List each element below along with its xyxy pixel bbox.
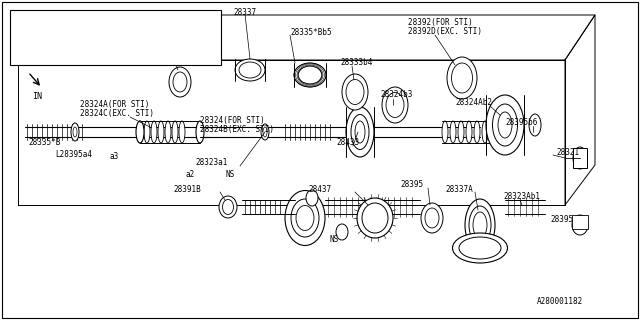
Text: 28337: 28337 <box>234 8 257 17</box>
Text: A280001182: A280001182 <box>537 297 583 306</box>
Text: 28323DEXC.STI: 28323DEXC.STI <box>14 31 74 40</box>
Ellipse shape <box>355 121 365 143</box>
Text: 28335*B: 28335*B <box>28 138 60 147</box>
Ellipse shape <box>285 190 325 245</box>
Text: 28393: 28393 <box>143 42 166 51</box>
Text: IN: IN <box>32 92 42 101</box>
Ellipse shape <box>458 121 464 143</box>
Ellipse shape <box>474 121 480 143</box>
Ellipse shape <box>136 121 144 143</box>
Text: a3: a3 <box>110 152 119 161</box>
Ellipse shape <box>173 72 187 92</box>
Ellipse shape <box>298 66 322 84</box>
Text: 28392D(EXC. STI): 28392D(EXC. STI) <box>408 27 482 36</box>
Ellipse shape <box>291 199 319 237</box>
Text: a2: a2 <box>186 170 195 179</box>
Ellipse shape <box>465 199 495 251</box>
Bar <box>572 215 588 229</box>
Text: (a1+a2+a3+a4): (a1+a2+a3+a4) <box>157 14 218 23</box>
Ellipse shape <box>223 199 234 214</box>
Ellipse shape <box>351 115 369 149</box>
Ellipse shape <box>137 121 143 143</box>
Ellipse shape <box>452 233 508 263</box>
Text: 28392(FOR STI): 28392(FOR STI) <box>408 18 473 27</box>
Text: L28395a4: L28395a4 <box>55 150 92 159</box>
Ellipse shape <box>346 79 364 105</box>
Text: 28437: 28437 <box>308 185 331 194</box>
Ellipse shape <box>442 121 448 143</box>
Ellipse shape <box>421 203 443 233</box>
Ellipse shape <box>296 205 314 230</box>
Ellipse shape <box>239 62 261 78</box>
Ellipse shape <box>498 112 512 138</box>
Ellipse shape <box>261 124 269 140</box>
Text: 28324b3: 28324b3 <box>380 90 412 99</box>
Text: 28333b4: 28333b4 <box>340 58 372 67</box>
Ellipse shape <box>493 104 518 146</box>
Ellipse shape <box>573 147 587 169</box>
Text: 28335*Bb5: 28335*Bb5 <box>290 28 332 37</box>
Ellipse shape <box>306 190 318 206</box>
Ellipse shape <box>451 63 472 93</box>
Ellipse shape <box>169 67 191 97</box>
Ellipse shape <box>71 123 79 141</box>
Ellipse shape <box>73 127 77 137</box>
Ellipse shape <box>158 121 164 143</box>
Ellipse shape <box>172 121 178 143</box>
Ellipse shape <box>357 198 393 238</box>
Ellipse shape <box>336 224 348 240</box>
Ellipse shape <box>382 87 408 123</box>
Text: 28321: 28321 <box>556 148 579 157</box>
Ellipse shape <box>447 57 477 99</box>
Ellipse shape <box>466 121 472 143</box>
Ellipse shape <box>219 196 237 218</box>
Text: 28337A: 28337A <box>445 185 473 194</box>
Text: 28395b6: 28395b6 <box>505 118 538 127</box>
Ellipse shape <box>362 203 388 233</box>
Text: 28324C(EXC. STI): 28324C(EXC. STI) <box>80 109 154 118</box>
Ellipse shape <box>235 59 265 81</box>
Text: 28323a1: 28323a1 <box>195 158 227 167</box>
Text: 28323Ab1: 28323Ab1 <box>503 192 540 201</box>
Ellipse shape <box>482 121 488 143</box>
Text: 28324A(FOR STI): 28324A(FOR STI) <box>80 100 149 109</box>
Ellipse shape <box>572 215 588 235</box>
Text: NS: NS <box>225 170 234 179</box>
Ellipse shape <box>196 121 204 143</box>
Ellipse shape <box>294 63 326 87</box>
Ellipse shape <box>179 121 185 143</box>
Text: 28324Ab2: 28324Ab2 <box>455 98 492 107</box>
Ellipse shape <box>459 237 501 259</box>
Ellipse shape <box>425 208 439 228</box>
Text: 28324B(EXC. STI): 28324B(EXC. STI) <box>200 125 274 134</box>
Ellipse shape <box>144 121 150 143</box>
Text: 28433: 28433 <box>336 138 359 147</box>
Ellipse shape <box>469 206 491 244</box>
Text: NS: NS <box>330 235 339 244</box>
Text: 28323EFOR.STI: 28323EFOR.STI <box>14 41 74 50</box>
Ellipse shape <box>342 74 368 110</box>
Text: 28323C: 28323C <box>14 14 42 23</box>
Text: (b1+b2+b3+b4+b5+b6): (b1+b2+b3+b4+b5+b6) <box>129 32 218 41</box>
Ellipse shape <box>473 212 487 238</box>
Ellipse shape <box>529 114 541 136</box>
Text: 28395: 28395 <box>400 180 423 189</box>
Text: 28395: 28395 <box>550 215 573 224</box>
Ellipse shape <box>450 121 456 143</box>
Ellipse shape <box>165 121 171 143</box>
Ellipse shape <box>151 121 157 143</box>
Bar <box>10 10 221 65</box>
Ellipse shape <box>386 92 404 117</box>
Ellipse shape <box>263 127 267 137</box>
Text: 28391B: 28391B <box>173 185 201 194</box>
Text: 28324(FOR STI): 28324(FOR STI) <box>200 116 265 125</box>
Ellipse shape <box>486 95 524 155</box>
Ellipse shape <box>346 107 374 157</box>
Bar <box>573 148 587 168</box>
